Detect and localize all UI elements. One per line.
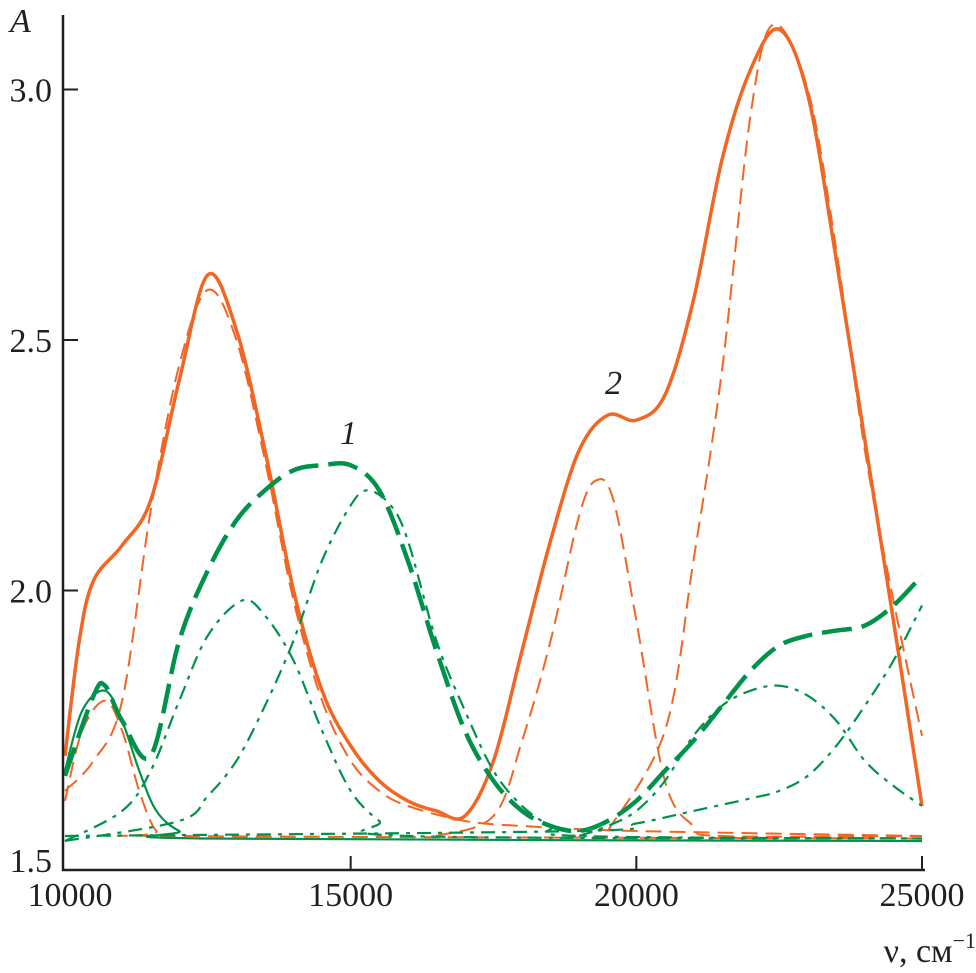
series-orange-dashed-3 — [436, 478, 923, 838]
series-green-solid-thin-6 — [63, 689, 923, 843]
series-orange-dashed-1 — [64, 699, 923, 840]
x-tick-label: 25000 — [880, 877, 965, 914]
x-tick-label: 20000 — [594, 877, 679, 914]
x-tick-label: 15000 — [308, 877, 393, 914]
x-tick-label: 10000 — [28, 877, 113, 914]
x-axis-label: ν, см−1 — [884, 928, 976, 970]
y-tick-label: 1.5 — [10, 843, 53, 880]
series-orange-solid-thick-0 — [63, 27, 924, 821]
series-green-long-dashed-thick-5 — [62, 460, 924, 834]
x-axis-label-text: ν, см — [884, 933, 953, 970]
y-tick-label: 2.0 — [10, 574, 53, 611]
y-tick-label: 2.5 — [10, 323, 53, 360]
ticks: 1.5 2.0 2.5 3.0 10000 15000 20000 25000 — [10, 73, 965, 915]
series-green-dash-dot-8 — [64, 489, 923, 843]
curves — [62, 23, 924, 843]
y-axis-label: A — [8, 3, 31, 40]
x-axis-label-exponent: −1 — [953, 928, 976, 953]
y-tick-label: 3.0 — [10, 73, 53, 110]
series-green-dash-dot-10 — [64, 605, 923, 838]
series-green-dash-dot-7 — [64, 598, 923, 842]
curve-label-1: 1 — [340, 415, 357, 452]
curve-label-2: 2 — [605, 365, 622, 402]
series-green-dash-dot-9 — [578, 684, 923, 838]
series-orange-dashed-2 — [64, 288, 923, 837]
series-orange-dashed-4 — [606, 23, 923, 832]
